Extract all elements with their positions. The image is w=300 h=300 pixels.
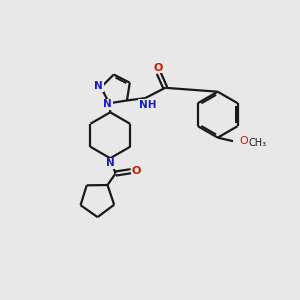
Text: NH: NH [139,100,156,110]
Text: N: N [106,158,115,168]
Text: N: N [94,81,103,92]
Text: O: O [131,166,141,176]
Text: O: O [239,136,248,146]
Text: CH₃: CH₃ [248,138,266,148]
Text: O: O [154,63,163,73]
Text: N: N [103,99,112,109]
